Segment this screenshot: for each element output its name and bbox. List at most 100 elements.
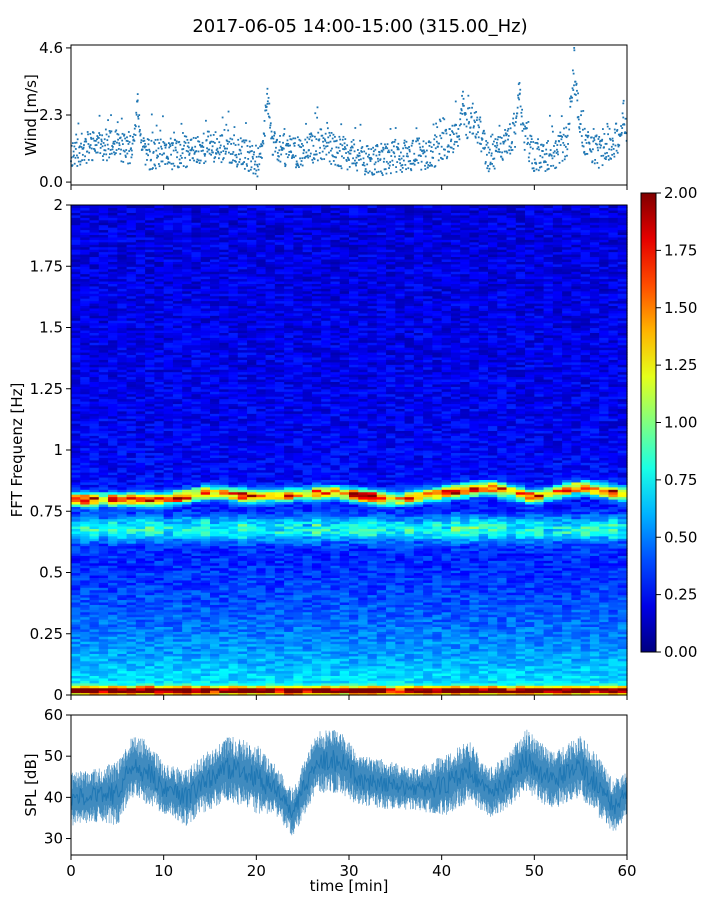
spectrogram-cell	[191, 337, 202, 341]
spectrogram-cell	[210, 219, 220, 223]
wind-point	[362, 157, 365, 160]
spectrogram-cell	[89, 224, 100, 228]
spectrogram-cell	[200, 440, 211, 444]
spectrogram-cell	[89, 499, 100, 503]
wind-point	[378, 153, 381, 156]
spectrogram-cell	[200, 631, 211, 635]
wind-point	[586, 136, 589, 139]
spectrogram-cell	[98, 214, 109, 218]
spectrogram-cell	[98, 239, 109, 243]
spectrogram-cell	[210, 339, 220, 343]
wind-point	[606, 125, 609, 128]
spectrogram-cell	[71, 692, 81, 696]
spectrogram-cell	[191, 626, 202, 630]
spectrogram-cell	[210, 344, 220, 348]
wind-point	[268, 102, 271, 105]
spectrogram-cell	[210, 432, 220, 436]
wind-point	[479, 120, 482, 123]
spectrogram-cell	[98, 320, 109, 324]
spectrogram-cell	[145, 437, 155, 441]
spectrogram-cell	[80, 393, 91, 397]
spectrogram-cell	[163, 427, 174, 431]
wind-point	[425, 162, 428, 165]
spectrogram-cell	[117, 231, 128, 235]
spectrogram-cell	[80, 665, 91, 669]
wind-point	[182, 165, 185, 167]
wind-point	[73, 162, 76, 165]
spectrogram-cell	[135, 349, 146, 353]
spectrogram-cell	[108, 423, 118, 427]
spectrogram-cell	[163, 249, 174, 253]
spectrogram-cell	[71, 621, 81, 625]
spectrogram-cell	[135, 305, 146, 309]
spectrogram-cell	[126, 356, 137, 360]
spectrogram-cell	[71, 641, 81, 645]
spectrogram-cell	[210, 682, 220, 686]
wind-point	[496, 144, 499, 147]
spectrogram-cell	[200, 420, 211, 424]
spectrogram-cell	[135, 481, 146, 485]
spectrogram-cell	[80, 574, 91, 578]
wind-point	[603, 133, 606, 135]
spectrogram-cell	[108, 440, 118, 444]
spectrogram-cell	[145, 579, 155, 583]
wind-point	[206, 147, 208, 150]
spectrogram-cell	[145, 604, 155, 608]
wind-point	[548, 154, 551, 157]
spectrogram-cell	[98, 391, 109, 395]
wind-point	[387, 151, 389, 154]
wind-point	[483, 129, 485, 132]
wind-point	[313, 158, 316, 160]
spectrogram-cell	[108, 572, 118, 576]
wind-point	[200, 150, 203, 152]
spectrogram-cell	[182, 665, 193, 669]
wind-point	[581, 141, 584, 144]
wind-point	[419, 148, 422, 151]
spectrogram-cell	[154, 592, 165, 596]
spectrogram-cell	[145, 219, 155, 223]
spectrogram-cell	[135, 261, 146, 265]
wind-y-tick-label: 2.3	[39, 106, 63, 124]
spectrogram-cell	[89, 329, 100, 333]
spectrogram-cell	[163, 410, 174, 414]
spectrogram-cell	[135, 672, 146, 676]
spectrogram-cell	[126, 280, 137, 284]
wind-point	[599, 139, 602, 142]
spectrogram-cell	[163, 570, 174, 574]
spectrogram-cell	[228, 682, 239, 686]
spectrogram-cell	[98, 633, 109, 637]
wind-point	[566, 148, 569, 151]
spectrogram-cell	[89, 467, 100, 471]
spectrogram-cell	[98, 489, 109, 493]
wind-point	[310, 132, 313, 135]
wind-point	[359, 123, 362, 126]
spectrogram-cell	[182, 359, 193, 363]
spectrogram-cell	[210, 413, 220, 417]
spectrogram-cell	[182, 457, 193, 461]
spectrogram-cell	[172, 356, 183, 360]
spectrogram-cell	[126, 315, 137, 319]
wind-point	[569, 105, 572, 108]
spectrogram-cell	[163, 503, 174, 507]
spectrogram-cell	[172, 663, 183, 667]
spectrogram-cell	[172, 454, 183, 458]
spectrogram-cell	[145, 303, 155, 307]
spectrogram-cell	[98, 614, 109, 618]
spectrogram-cell	[219, 499, 230, 503]
spectrogram-cell	[89, 454, 100, 458]
spectrogram-cell	[200, 584, 211, 588]
spectrogram-cell	[200, 670, 211, 674]
spectrogram-cell	[126, 601, 137, 605]
spectrogram-cell	[135, 205, 146, 209]
spectrogram-cell	[172, 322, 183, 326]
spectrogram-cell	[172, 317, 183, 321]
spectrogram-cell	[71, 263, 81, 267]
spectrogram-cell	[126, 447, 137, 451]
wind-point	[564, 145, 567, 148]
spectrogram-cell	[126, 555, 137, 559]
spectrogram-cell	[126, 462, 137, 466]
spectrogram-cell	[98, 315, 109, 319]
spectrogram-cell	[135, 295, 146, 299]
wind-point	[588, 142, 591, 145]
wind-point	[485, 140, 488, 142]
